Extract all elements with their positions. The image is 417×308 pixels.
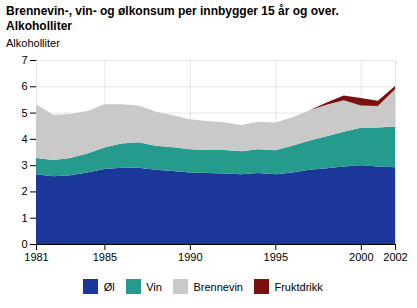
svg-text:1981: 1981 [24,251,48,263]
svg-text:2002: 2002 [383,251,407,263]
html-text:Vin: Vin [146,280,162,293]
svg-text:1995: 1995 [264,251,288,263]
svg-text:2: 2 [21,185,27,197]
svg-text:5: 5 [21,107,27,119]
html-text:Alkoholliter: Alkoholliter [6,19,72,33]
html-text:Brennevin: Brennevin [193,280,243,293]
svg-text:3: 3 [21,159,27,171]
svg-text:1990: 1990 [178,251,202,263]
html-text:Øl: Øl [103,280,115,293]
svg-text:1985: 1985 [93,251,117,263]
svg-text:1: 1 [21,212,27,224]
svg-text:2000: 2000 [349,251,373,263]
svg-text:4: 4 [21,133,27,145]
html-text:Fruktdrikk: Fruktdrikk [274,280,323,293]
svg-text:7: 7 [21,54,27,66]
html-text:Brennevin-, vin- og ølkonsum p: Brennevin-, vin- og ølkonsum per innbygg… [6,4,339,18]
html-text:Alkoholliter: Alkoholliter [6,37,60,49]
svg-text:6: 6 [21,80,27,92]
svg-text:0: 0 [21,238,27,250]
